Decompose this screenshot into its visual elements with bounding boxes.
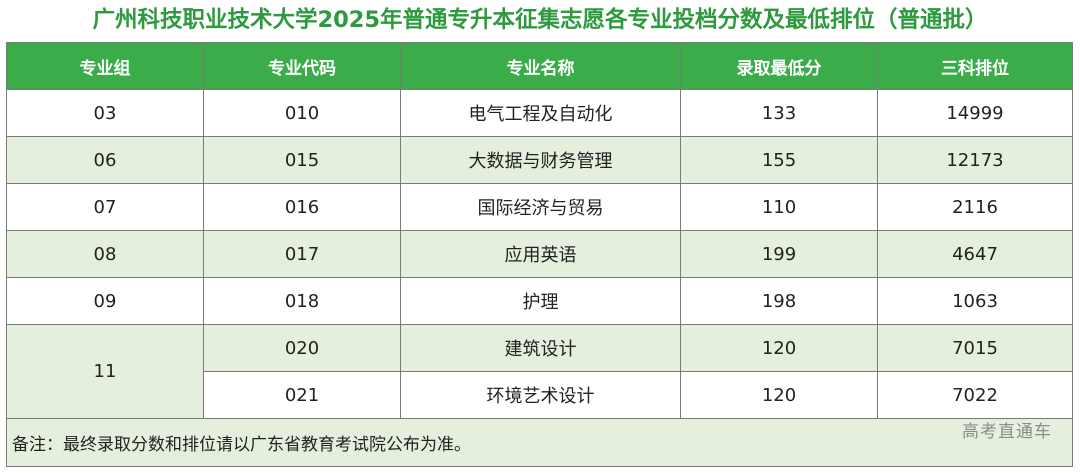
cell-major-name: 国际经济与贸易: [400, 183, 681, 231]
cell-code: 017: [203, 230, 401, 278]
cell-code: 020: [203, 324, 401, 372]
header-min-score: 录取最低分: [680, 42, 878, 90]
note-row: 备注：最终录取分数和排位请以广东省教育考试院公布为准。: [6, 418, 1073, 467]
table-row: 06 015 大数据与财务管理 155 12173: [6, 136, 1073, 184]
table-row: 08 017 应用英语 199 4647: [6, 230, 1073, 278]
cell-min-score: 199: [680, 230, 878, 278]
table-row: 021 环境艺术设计 120 7022: [7, 371, 1073, 419]
cell-major-name: 建筑设计: [400, 324, 681, 372]
cell-major-name: 环境艺术设计: [400, 371, 681, 419]
table-row: 11 020 建筑设计 120 7015: [6, 324, 1073, 419]
admission-score-table: 专业组 专业代码 专业名称 录取最低分 三科排位 03 010 电气工程及自动化…: [6, 42, 1073, 467]
cell-code: 018: [203, 277, 401, 325]
table-note: 备注：最终录取分数和排位请以广东省教育考试院公布为准。: [6, 418, 1073, 467]
table-row: 09 018 护理 198 1063: [6, 277, 1073, 325]
cell-min-score: 120: [680, 371, 878, 419]
cell-major-name: 电气工程及自动化: [400, 89, 681, 137]
cell-min-score: 110: [680, 183, 878, 231]
cell-rank: 4647: [877, 230, 1073, 278]
cell-rank: 14999: [877, 89, 1073, 137]
header-rank: 三科排位: [877, 42, 1073, 90]
header-code: 专业代码: [203, 42, 401, 90]
table-row: 03 010 电气工程及自动化 133 14999: [6, 89, 1073, 137]
cell-code: 010: [203, 89, 401, 137]
cell-rank: 7015: [877, 324, 1073, 372]
cell-rank: 1063: [877, 277, 1073, 325]
page-title: 广州科技职业技术大学2025年普通专升本征集志愿各专业投档分数及最低排位（普通批…: [92, 7, 988, 33]
cell-major-name: 大数据与财务管理: [400, 136, 681, 184]
cell-code: 016: [203, 183, 401, 231]
cell-min-score: 198: [680, 277, 878, 325]
table-header-row: 专业组 专业代码 专业名称 录取最低分 三科排位: [6, 42, 1073, 90]
header-name: 专业名称: [400, 42, 681, 90]
cell-min-score: 133: [680, 89, 878, 137]
table-row: 07 016 国际经济与贸易 110 2116: [6, 183, 1073, 231]
cell-rank: 12173: [877, 136, 1073, 184]
cell-rank: 7022: [877, 371, 1073, 419]
cell-group: 08: [6, 230, 204, 278]
cell-code: 015: [203, 136, 401, 184]
cell-min-score: 120: [680, 324, 878, 372]
watermark: 高考直通车: [962, 422, 1052, 442]
cell-min-score: 155: [680, 136, 878, 184]
cell-code: 021: [203, 371, 401, 419]
cell-rank: 2116: [877, 183, 1073, 231]
cell-group: 03: [6, 89, 204, 137]
cell-major-name: 应用英语: [400, 230, 681, 278]
cell-group: 07: [6, 183, 204, 231]
header-group: 专业组: [6, 42, 204, 90]
cell-major-name: 护理: [400, 277, 681, 325]
cell-group: 09: [6, 277, 204, 325]
cell-group-merged: 11: [6, 324, 204, 419]
cell-group: 06: [6, 136, 204, 184]
